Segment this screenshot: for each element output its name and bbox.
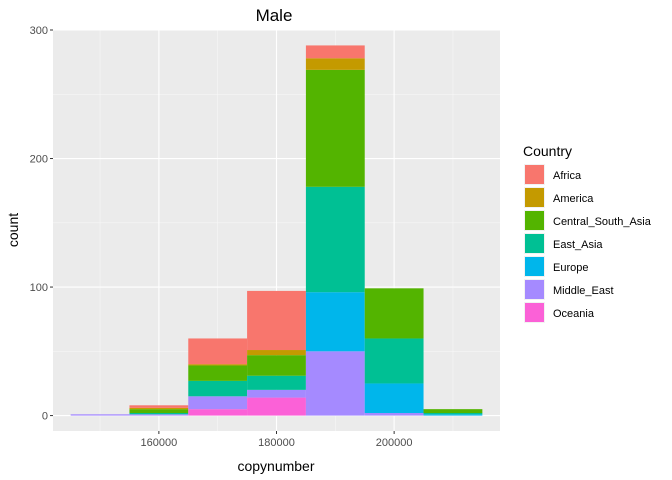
bar-segment-america <box>305 58 365 70</box>
legend-label: Africa <box>553 170 582 182</box>
bar-segment-central-south-asia <box>305 69 365 187</box>
bar-segment-central-south-asia <box>129 409 189 414</box>
legend-title: Country <box>523 143 572 159</box>
legend-swatch <box>525 303 544 322</box>
bar-segment-middle-east <box>188 396 248 410</box>
bar-segment-middle-east <box>364 413 424 416</box>
bar-segment-oceania <box>188 409 248 416</box>
bar-segment-africa <box>247 290 306 351</box>
y-tick-label: 300 <box>30 25 48 37</box>
bar-segment-central-south-asia <box>247 355 306 376</box>
stacked-bars <box>70 45 483 416</box>
y-axis-title: count <box>5 213 21 247</box>
legend-swatch <box>525 234 544 253</box>
bar-segment-america <box>247 350 306 356</box>
bar-segment-america <box>188 364 248 366</box>
x-axis-ticks: 160000 180000 200000 <box>141 431 413 449</box>
bar-segment-east-asia <box>188 380 248 397</box>
bar-segment-europe <box>423 414 483 416</box>
bar-segment-middle-east <box>305 351 365 416</box>
bar-segment-east-asia <box>129 413 189 415</box>
bar-segment-east-asia <box>305 186 365 293</box>
bar-segment-central-south-asia <box>188 365 248 381</box>
bar-segment-east-asia <box>423 413 483 415</box>
major-gridlines <box>53 29 500 431</box>
legend-swatch <box>525 188 544 207</box>
bar-segment-europe <box>305 292 365 352</box>
legend-label: Middle_East <box>553 285 614 297</box>
bar-segment-africa <box>129 405 189 408</box>
legend-items: Africa America Central_South_Asia East_Asia… <box>524 164 652 323</box>
bar-segment-middle-east <box>247 389 306 398</box>
x-tick-label: 160000 <box>141 437 178 449</box>
y-tick-label: 100 <box>30 282 48 294</box>
bar-segment-east-asia <box>364 338 424 384</box>
legend-swatch <box>525 280 544 299</box>
legend: Country Africa America Central_South_Asia E… <box>523 143 652 323</box>
bar-segment-middle-east <box>129 414 189 416</box>
chart-title: Male <box>256 6 293 25</box>
bar-segment-central-south-asia <box>364 288 424 339</box>
bar-segment-africa <box>305 45 365 59</box>
bar-segment-africa <box>188 338 248 365</box>
bar-segment-europe <box>364 383 424 414</box>
legend-label: Central_South_Asia <box>553 216 652 228</box>
legend-label: Europe <box>553 262 588 274</box>
y-axis-ticks: 0 100 200 300 <box>30 25 53 423</box>
legend-label: Oceania <box>553 308 595 320</box>
x-axis-title: copynumber <box>237 458 314 474</box>
bar-segment-america <box>129 407 189 410</box>
bar-segment-east-asia <box>247 375 306 390</box>
bar-segment-central-south-asia <box>423 409 483 414</box>
bar-segment-oceania <box>247 397 306 416</box>
legend-swatch <box>525 257 544 276</box>
x-tick-label: 180000 <box>258 437 295 449</box>
legend-swatch <box>525 165 544 184</box>
y-tick-label: 0 <box>42 411 48 423</box>
bar-segment-middle-east <box>70 414 130 416</box>
legend-label: America <box>553 193 594 205</box>
y-tick-label: 200 <box>30 154 48 166</box>
legend-label: East_Asia <box>553 239 603 251</box>
x-tick-label: 200000 <box>376 437 413 449</box>
legend-swatch <box>525 211 544 230</box>
